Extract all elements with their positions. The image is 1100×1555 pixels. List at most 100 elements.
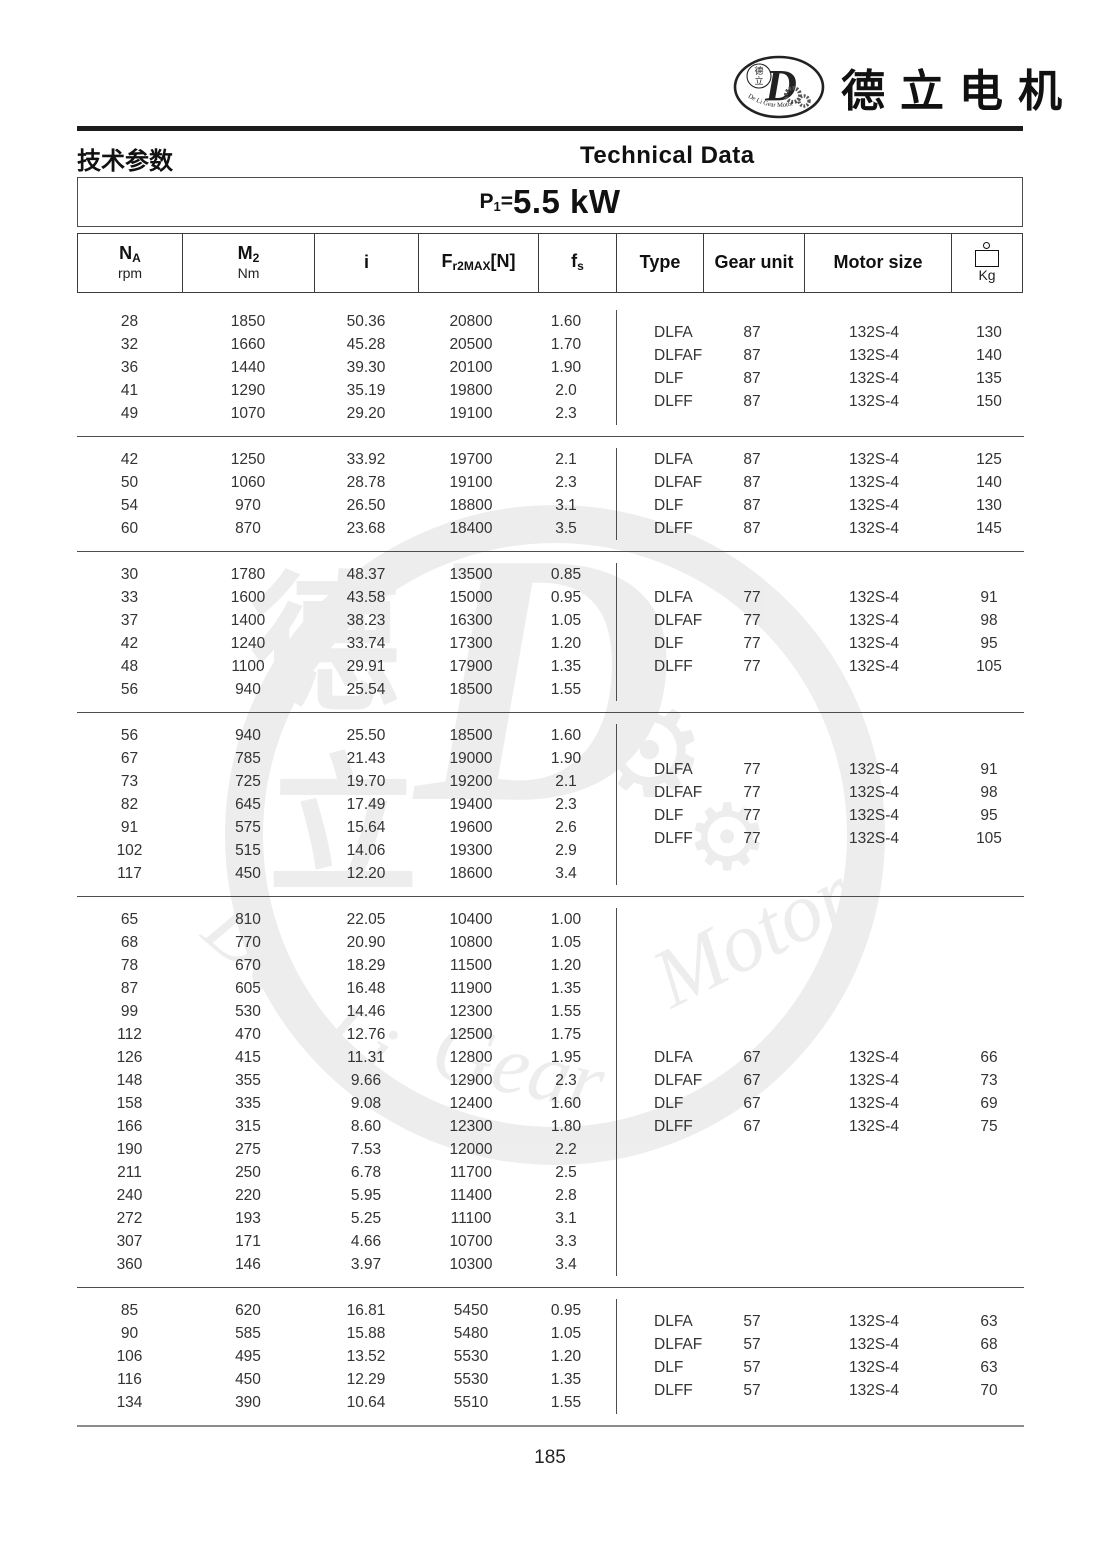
logo-badge-icon: 德 立 D De Li Gear Motor bbox=[733, 55, 825, 119]
variant-cell: DLFF bbox=[654, 830, 693, 847]
data-cell: 1400 bbox=[230, 611, 266, 629]
data-cell: 1.75 bbox=[550, 1025, 582, 1043]
data-cell: 193 bbox=[235, 1209, 261, 1227]
data-cell: 29.91 bbox=[346, 657, 386, 675]
data-cell: 87 bbox=[120, 979, 139, 997]
variant-cell: 132S-4 bbox=[849, 784, 899, 801]
data-cell: 12.20 bbox=[346, 864, 386, 882]
data-cell: 3.1 bbox=[555, 1209, 577, 1227]
variant-row: DLFF 67 132S-4 75 bbox=[617, 1115, 1024, 1138]
data-cell: 29.20 bbox=[346, 404, 386, 422]
variant-cell: 87 bbox=[743, 347, 761, 364]
data-row: 30 1780 48.37 13500 0.85 bbox=[77, 563, 616, 586]
group-right: DLFA 77 132S-4 91 DLFAF 77 132S-4 98 DLF 77 132S-4… bbox=[616, 563, 1024, 701]
variant-row: DLFAF 87 132S-4 140 bbox=[617, 345, 1024, 368]
gear-unit-label: Gear unit bbox=[714, 252, 794, 273]
variant-row: DLFA 87 132S-4 125 bbox=[617, 448, 1024, 471]
data-cell: 39.30 bbox=[346, 358, 386, 376]
power-value: 5.5 kW bbox=[512, 183, 621, 220]
data-cell: 2.2 bbox=[555, 1140, 577, 1158]
data-cell: 25.54 bbox=[346, 680, 386, 698]
data-cell: 18600 bbox=[449, 864, 493, 882]
variant-cell: 140 bbox=[976, 473, 1002, 491]
group-left: 85 620 16.81 5450 0.95 90 585 15.88 5480 1.05 106 4… bbox=[77, 1299, 616, 1414]
variant-cell: 57 bbox=[743, 1382, 761, 1399]
motor-size-label: Motor size bbox=[833, 252, 923, 273]
data-cell: 1100 bbox=[231, 657, 265, 675]
data-cell: 11700 bbox=[450, 1163, 492, 1181]
data-cell: 1.05 bbox=[550, 1324, 582, 1342]
data-cell: 7.53 bbox=[350, 1140, 382, 1158]
group-right: DLFA 67 132S-4 66 DLFAF 67 132S-4 73 DLF 67 132S-4… bbox=[616, 908, 1024, 1276]
variant-cell: DLF bbox=[654, 1094, 684, 1112]
data-cell: 20.90 bbox=[346, 933, 386, 951]
data-cell: 495 bbox=[235, 1347, 261, 1365]
data-cell: 36 bbox=[120, 358, 139, 376]
variant-cell: 67 bbox=[743, 1071, 761, 1089]
variant-cell: 150 bbox=[976, 393, 1002, 410]
data-cell: 9.08 bbox=[350, 1094, 382, 1112]
data-row: 134 390 10.64 5510 1.55 bbox=[77, 1391, 616, 1414]
data-cell: 645 bbox=[235, 795, 261, 813]
data-row: 90 585 15.88 5480 1.05 bbox=[77, 1322, 616, 1345]
data-row: 240 220 5.95 11400 2.8 bbox=[77, 1184, 616, 1207]
variant-cell: 87 bbox=[743, 370, 761, 387]
data-row: 32 1660 45.28 20500 1.70 bbox=[77, 333, 616, 356]
data-row: 54 970 26.50 18800 3.1 bbox=[77, 494, 616, 517]
data-row: 67 785 21.43 19000 1.90 bbox=[77, 747, 616, 770]
variant-cell: 132S-4 bbox=[849, 1336, 899, 1353]
variant-cell: 125 bbox=[976, 450, 1002, 468]
variant-row: DLF 57 132S-4 63 bbox=[617, 1357, 1024, 1380]
variant-cell: 132S-4 bbox=[849, 393, 899, 410]
variant-cell: 132S-4 bbox=[849, 807, 899, 824]
variant-cell: 132S-4 bbox=[849, 657, 899, 675]
data-cell: 5.25 bbox=[350, 1209, 382, 1227]
variant-row: DLFAF 77 132S-4 98 bbox=[617, 782, 1024, 805]
variant-cell: DLF bbox=[654, 370, 684, 387]
data-cell: 940 bbox=[235, 680, 261, 698]
data-cell: 870 bbox=[235, 519, 261, 537]
variant-cell: 132S-4 bbox=[849, 1094, 899, 1112]
data-cell: 11100 bbox=[450, 1209, 492, 1227]
data-row: 112 470 12.76 12500 1.75 bbox=[77, 1023, 616, 1046]
data-row: 56 940 25.54 18500 1.55 bbox=[77, 678, 616, 701]
data-cell: 48.37 bbox=[346, 565, 386, 583]
data-cell: 19.70 bbox=[346, 772, 386, 790]
data-row: 272 193 5.25 11100 3.1 bbox=[77, 1207, 616, 1230]
data-cell: 18500 bbox=[449, 726, 493, 744]
data-cell: 126 bbox=[116, 1048, 143, 1066]
variant-cell: 57 bbox=[743, 1359, 761, 1376]
data-cell: 23.68 bbox=[346, 519, 386, 537]
variant-cell: DLFA bbox=[654, 324, 693, 341]
data-cell: 1.55 bbox=[550, 680, 582, 698]
variant-cell: 77 bbox=[743, 657, 761, 675]
data-cell: 1060 bbox=[230, 473, 266, 491]
data-cell: 1290 bbox=[230, 381, 266, 399]
page-title-zh: 技术参数 bbox=[77, 148, 173, 175]
data-cell: 1.60 bbox=[550, 312, 582, 330]
data-cell: 25.50 bbox=[346, 726, 386, 744]
data-cell: 810 bbox=[235, 910, 261, 928]
data-cell: 134 bbox=[116, 1393, 143, 1411]
group-right: DLFA 57 132S-4 63 DLFAF 57 132S-4 68 DLF 57 132S-4… bbox=[616, 1299, 1024, 1414]
variant-cell: 132S-4 bbox=[849, 588, 899, 606]
variant-block: DLFA 57 132S-4 63 DLFAF 57 132S-4 68 DLF 57 132S-4… bbox=[617, 1311, 1024, 1403]
badge-char-li: 立 bbox=[754, 75, 763, 87]
table-group: 30 1780 48.37 13500 0.85 33 1600 43.58 15000 0.95… bbox=[77, 551, 1024, 712]
data-cell: 20800 bbox=[449, 312, 493, 330]
variant-row: DLFA 67 132S-4 66 bbox=[617, 1046, 1024, 1069]
data-cell: 1.20 bbox=[550, 956, 582, 974]
data-cell: 0.85 bbox=[550, 565, 582, 583]
table-group: 42 1250 33.92 19700 2.1 50 1060 28.78 19100 2.3 54… bbox=[77, 436, 1024, 551]
col-header-gear-unit: Gear unit bbox=[704, 234, 805, 292]
group-left: 42 1250 33.92 19700 2.1 50 1060 28.78 19100 2.3 54… bbox=[77, 448, 616, 540]
variant-row: DLFAF 57 132S-4 68 bbox=[617, 1334, 1024, 1357]
variant-row: DLFF 77 132S-4 105 bbox=[617, 828, 1024, 851]
data-cell: 1660 bbox=[230, 335, 266, 353]
data-row: 73 725 19.70 19200 2.1 bbox=[77, 770, 616, 793]
variant-cell: DLFA bbox=[654, 588, 693, 606]
data-row: 190 275 7.53 12000 2.2 bbox=[77, 1138, 616, 1161]
group-left: 28 1850 50.36 20800 1.60 32 1660 45.28 20500 1.70… bbox=[77, 310, 616, 425]
data-cell: 18400 bbox=[449, 519, 493, 537]
data-cell: 1.05 bbox=[550, 933, 582, 951]
